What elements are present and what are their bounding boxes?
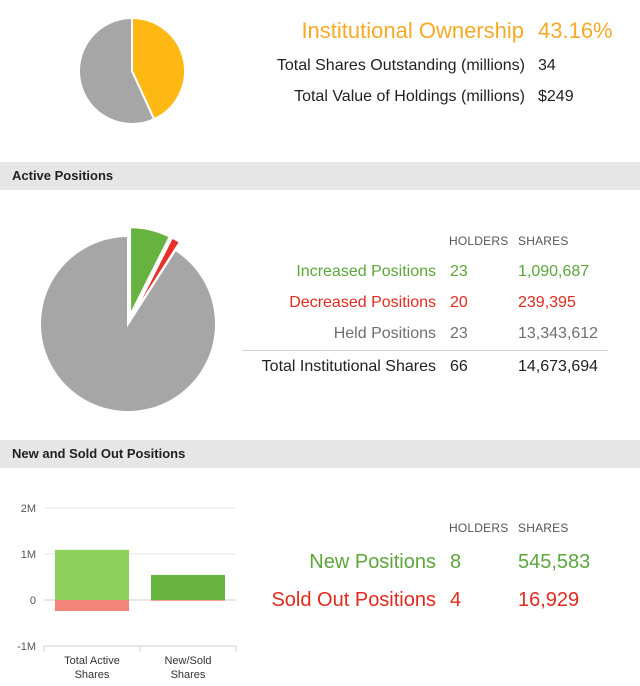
sold-out-positions-holders: 4 <box>450 589 462 611</box>
total-institutional-holders: 66 <box>450 358 468 375</box>
ownership-pie-slice-1 <box>78 16 156 125</box>
newsold-col-shares: SHARES <box>518 521 569 535</box>
total-institutional-label: Total Institutional Shares <box>261 358 436 375</box>
bar-ytick-label-3: -1M <box>17 641 36 653</box>
holdings-value-label: Total Value of Holdings (millions) <box>294 88 525 105</box>
sold-out-positions-label: Sold Out Positions <box>271 589 436 611</box>
bar-category-label-0: Total Active Shares <box>64 655 120 681</box>
active-col-shares: SHARES <box>518 234 569 248</box>
ownership-title-value: 43.16% <box>538 18 613 43</box>
newsold-col-holders: HOLDERS <box>449 521 509 535</box>
new-positions-shares: 545,583 <box>518 551 591 573</box>
bar-s1-c1 <box>151 600 225 601</box>
increased-positions-holders: 23 <box>450 263 468 280</box>
active-positions-header: Active Positions <box>0 162 640 190</box>
ownership-pie-slice-0 <box>131 16 186 121</box>
bar-s0-c1 <box>151 574 225 600</box>
shares-outstanding-label: Total Shares Outstanding (millions) <box>276 57 525 74</box>
decreased-positions-holders: 20 <box>450 294 468 311</box>
active-pie-slice-0 <box>129 226 172 316</box>
increased-positions-shares: 1,090,687 <box>518 263 590 280</box>
bar-s0-c0 <box>55 549 129 600</box>
bar-s1-c0 <box>55 600 129 612</box>
active-positions-pie-chart <box>39 226 217 413</box>
sold-out-positions-shares: 16,929 <box>518 589 580 611</box>
decreased-positions-shares: 239,395 <box>518 294 576 311</box>
held-positions-label: Held Positions <box>333 325 436 342</box>
increased-positions-label: Increased Positions <box>296 263 436 280</box>
active-col-holders: HOLDERS <box>449 234 509 248</box>
active-pie-slice-1 <box>131 236 182 317</box>
new-sold-bar-chart: 2M 1M 0 -1M Total Active Shares New/Sold Shares <box>17 503 237 681</box>
holdings-value-value: $249 <box>538 88 574 105</box>
shares-outstanding-value: 34 <box>538 57 556 74</box>
active-pie-slice-2 <box>39 234 217 413</box>
bar-category-label-1: New/Sold Shares <box>164 655 211 681</box>
ownership-title-label: Institutional Ownership <box>301 18 524 43</box>
new-positions-holders: 8 <box>450 551 462 573</box>
active-total-divider <box>242 350 608 351</box>
ownership-pie-chart <box>78 16 186 125</box>
held-positions-shares: 13,343,612 <box>518 325 599 342</box>
bar-ytick-label-2: 0 <box>30 595 36 607</box>
new-positions-label: New Positions <box>309 551 436 573</box>
bar-ytick-label-0: 2M <box>21 503 36 515</box>
total-institutional-shares: 14,673,694 <box>518 358 599 375</box>
bar-ytick-label-1: 1M <box>21 549 36 561</box>
decreased-positions-label: Decreased Positions <box>289 294 436 311</box>
new-sold-positions-header: New and Sold Out Positions <box>0 440 640 468</box>
held-positions-holders: 23 <box>450 325 468 342</box>
